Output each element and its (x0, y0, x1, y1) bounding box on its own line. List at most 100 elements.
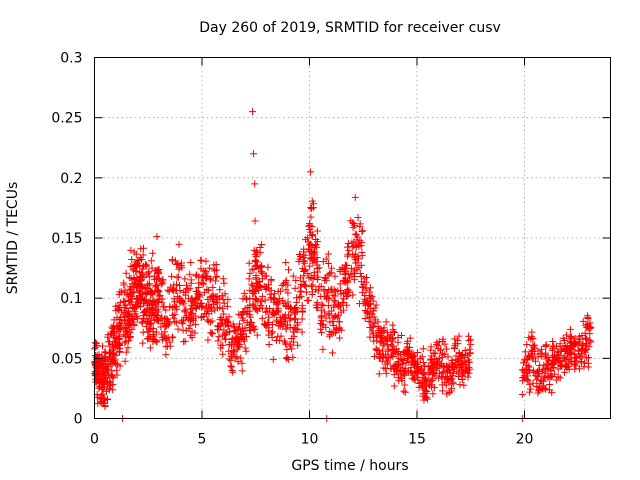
data-point (583, 312, 591, 320)
data-point (458, 375, 466, 383)
data-point (541, 369, 549, 377)
data-point (126, 319, 134, 327)
data-point (291, 315, 299, 323)
data-point (286, 323, 294, 331)
x-tick-label: 0 (90, 432, 99, 448)
data-point (213, 272, 221, 280)
data-point (285, 266, 293, 274)
data-point (518, 391, 526, 399)
data-point (369, 323, 377, 331)
data-point (208, 307, 216, 315)
data-point (171, 318, 179, 326)
data-point (253, 331, 261, 339)
data-point (562, 346, 570, 354)
data-point (466, 345, 474, 353)
data-point (92, 343, 100, 351)
data-point (199, 280, 207, 288)
data-point (150, 332, 158, 340)
data-point (215, 333, 223, 341)
y-tick-label: 0.3 (60, 51, 82, 67)
data-point (98, 380, 106, 388)
data-point (403, 343, 411, 351)
data-point (451, 342, 459, 350)
data-point (132, 250, 140, 258)
data-point (368, 293, 376, 301)
data-point (267, 277, 275, 285)
data-point (116, 322, 124, 330)
data-point (205, 286, 213, 294)
data-point (139, 339, 147, 347)
data-point (262, 272, 270, 280)
data-point (111, 356, 119, 364)
data-point (404, 348, 412, 356)
data-points (91, 108, 595, 422)
data-point (337, 326, 345, 334)
data-point (220, 299, 228, 307)
data-point (464, 358, 472, 366)
data-point (351, 193, 359, 201)
data-point (329, 314, 337, 322)
data-point (309, 251, 317, 259)
data-point (347, 271, 355, 279)
data-point (549, 337, 557, 345)
data-point (575, 365, 583, 373)
y-tick-label: 0.1 (60, 291, 82, 307)
data-point (282, 258, 290, 266)
data-point (233, 353, 241, 361)
data-point (586, 336, 594, 344)
data-point (371, 304, 379, 312)
data-point (225, 328, 233, 336)
data-point (198, 303, 206, 311)
data-point (176, 294, 184, 302)
data-point (121, 301, 129, 309)
data-point (557, 347, 565, 355)
data-point (212, 273, 220, 281)
data-point (197, 265, 205, 273)
data-point (362, 286, 370, 294)
data-point (252, 272, 260, 280)
data-point (581, 346, 589, 354)
data-point (533, 372, 541, 380)
data-point (578, 353, 586, 361)
data-point (146, 344, 154, 352)
data-point (566, 325, 574, 333)
data-point (434, 344, 442, 352)
data-point (270, 290, 278, 298)
data-point (269, 356, 277, 364)
data-point (357, 261, 365, 269)
data-point (301, 257, 309, 265)
data-point (243, 295, 251, 303)
data-point (261, 296, 269, 304)
data-point (151, 336, 159, 344)
data-point (467, 336, 475, 344)
data-point (273, 318, 281, 326)
data-point (356, 269, 364, 277)
data-point (345, 274, 353, 282)
data-point (312, 258, 320, 266)
data-point (571, 340, 579, 348)
x-tick-label: 20 (516, 432, 534, 448)
data-point (98, 399, 106, 407)
data-point (153, 288, 161, 296)
data-point (301, 281, 309, 289)
data-point (110, 351, 118, 359)
data-point (552, 376, 560, 384)
data-point (265, 340, 273, 348)
data-point (524, 377, 532, 385)
data-point (357, 242, 365, 250)
data-point (188, 334, 196, 342)
data-point (139, 328, 147, 336)
data-point (360, 280, 368, 288)
data-point (153, 297, 161, 305)
data-point (529, 335, 537, 343)
data-point (116, 299, 124, 307)
data-point (326, 270, 334, 278)
data-point (116, 325, 124, 333)
data-point (116, 319, 124, 327)
data-point (229, 368, 237, 376)
data-point (192, 296, 200, 304)
data-point (242, 294, 250, 302)
data-point (324, 250, 332, 258)
data-point (390, 382, 398, 390)
data-point (146, 280, 154, 288)
